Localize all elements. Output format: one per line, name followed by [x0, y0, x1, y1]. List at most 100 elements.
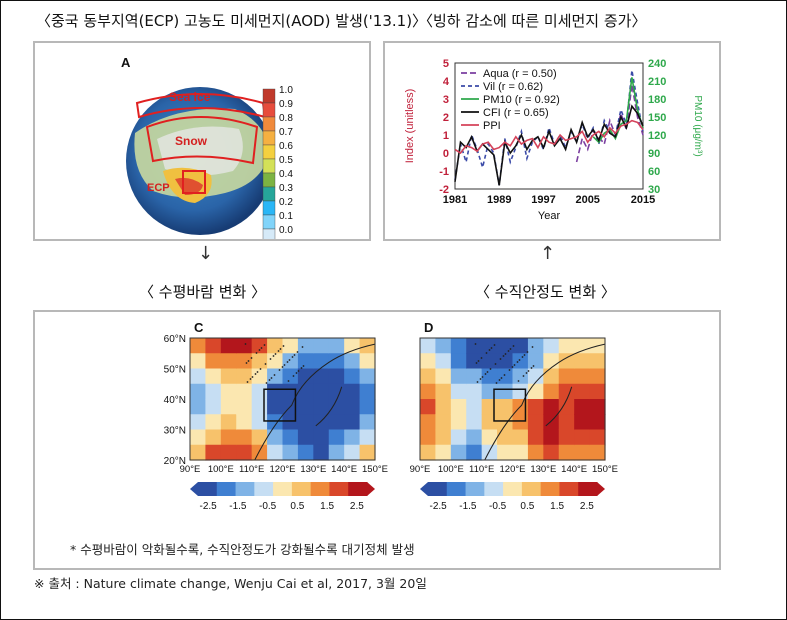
colorbar-cell [254, 482, 274, 496]
map-cell [220, 429, 237, 446]
colorbar-tick: -0.5 [489, 501, 507, 512]
colorbar-cell [559, 482, 579, 496]
colorbar-cell [198, 482, 218, 496]
colorbar-cell [521, 482, 542, 496]
map-cell [297, 414, 314, 431]
y2-tick-label: 150 [648, 112, 666, 124]
map-cell [574, 444, 591, 461]
significance-dot [512, 345, 515, 347]
y-tick-label: 4 [443, 76, 450, 88]
map-cell [359, 399, 376, 415]
significance-dot [485, 352, 488, 354]
legend-label: PPI [483, 120, 501, 132]
colorbar-cell [291, 482, 312, 496]
significance-dot [279, 348, 282, 350]
map-cell [205, 353, 222, 370]
map-cell [313, 338, 330, 354]
map-cell [297, 429, 314, 446]
map-cell [328, 353, 345, 370]
map-cell [344, 414, 361, 431]
significance-dot [256, 371, 259, 373]
map-cell [450, 383, 467, 400]
map-cell [512, 429, 529, 446]
map-cell [328, 368, 345, 385]
panel-b: -2 30 -1 60 0 90 1 120 2 150 3 180 4 210 5 240 1981 1989 1… [383, 41, 721, 241]
map-cell [527, 368, 544, 385]
map-panel-letter: D [424, 320, 433, 335]
map-cell [297, 368, 314, 385]
significance-dot [259, 368, 262, 370]
significance-dot [254, 373, 257, 375]
map-cell [282, 429, 299, 446]
map-cell [220, 353, 237, 370]
significance-dot [523, 354, 526, 356]
significance-dot [488, 349, 491, 351]
map-cell [527, 383, 544, 400]
significance-dot [283, 364, 286, 366]
map-cell [220, 338, 237, 354]
colorbar-cell [273, 482, 293, 496]
significance-dot [274, 353, 277, 355]
colorbar-cell [428, 482, 448, 496]
significance-dot [268, 379, 271, 381]
significance-dot [269, 358, 272, 360]
colorbar-a-cell [262, 214, 276, 230]
y2-tick-label: 210 [648, 76, 666, 88]
map-cell [267, 399, 284, 415]
map-cell [527, 338, 544, 354]
y-tick-label: -1 [439, 166, 449, 178]
colorbar-tick: -2.5 [430, 501, 448, 512]
map-cell [205, 368, 222, 385]
map-cell [543, 368, 560, 385]
map-cell [344, 383, 361, 400]
y-tick-label: -2 [439, 184, 449, 196]
significance-dot [511, 366, 514, 368]
colorbar-a-cell [262, 144, 276, 160]
map-cell [251, 368, 268, 385]
significance-dot [517, 380, 520, 382]
map-cell [574, 429, 591, 446]
map-cell [435, 353, 452, 370]
map-cell [220, 444, 237, 461]
map-cell [574, 368, 591, 385]
map-cell [574, 383, 591, 400]
significance-dot [502, 355, 505, 357]
map-cell [420, 429, 437, 446]
map-cell [435, 368, 452, 385]
map-cell [558, 429, 575, 446]
map-frame [189, 337, 376, 461]
lon-label: 120°E [270, 464, 296, 475]
colorbar-cell [484, 482, 504, 496]
significance-dot [244, 343, 247, 345]
map-panel-letter: C [194, 320, 204, 335]
down-arrow: ↓ [198, 243, 214, 264]
map-cell [220, 414, 237, 431]
significance-dot [521, 356, 524, 358]
map-cell [251, 338, 268, 354]
map-cell [282, 338, 299, 354]
map-cell [466, 444, 483, 461]
map-cell [236, 383, 253, 400]
map-cell [558, 353, 575, 370]
ice-header: 〈빙하 감소에 따른 미세먼지 증가〉 [418, 12, 647, 30]
colorbar-cell [465, 482, 485, 496]
colorbar-a-tick: 0.6 [279, 141, 293, 152]
map-cell [190, 414, 207, 431]
map-cell [313, 444, 330, 461]
snow-outline [145, 116, 259, 165]
colorbar-a-tick: 1.0 [279, 85, 293, 96]
y-tick-label: 5 [443, 58, 449, 70]
map-cell [589, 368, 606, 385]
map-cell [558, 368, 575, 385]
colorbar-a-tick: 0.5 [279, 155, 293, 166]
colorbar-tick: -1.5 [459, 501, 477, 512]
map-cell [359, 429, 376, 446]
significance-dot [292, 375, 295, 377]
map-cell [466, 414, 483, 431]
map-cell [359, 383, 376, 400]
y2-axis-label: PM10 (μg/m³) [692, 95, 703, 156]
map-cell [190, 338, 207, 354]
map-cell [236, 368, 253, 385]
map-cell [481, 414, 498, 431]
map-cell [282, 368, 299, 385]
